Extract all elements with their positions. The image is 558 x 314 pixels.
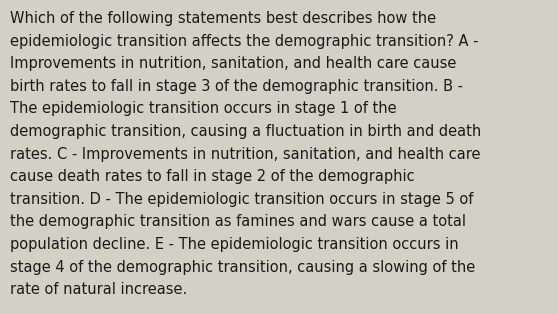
Text: demographic transition, causing a fluctuation in birth and death: demographic transition, causing a fluctu… (10, 124, 482, 139)
Text: transition. D - The epidemiologic transition occurs in stage 5 of: transition. D - The epidemiologic transi… (10, 192, 473, 207)
Text: stage 4 of the demographic transition, causing a slowing of the: stage 4 of the demographic transition, c… (10, 260, 475, 275)
Text: cause death rates to fall in stage 2 of the demographic: cause death rates to fall in stage 2 of … (10, 169, 415, 184)
Text: Improvements in nutrition, sanitation, and health care cause: Improvements in nutrition, sanitation, a… (10, 56, 456, 71)
Text: Which of the following statements best describes how the: Which of the following statements best d… (10, 11, 436, 26)
Text: rates. C - Improvements in nutrition, sanitation, and health care: rates. C - Improvements in nutrition, sa… (10, 147, 480, 162)
Text: birth rates to fall in stage 3 of the demographic transition. B -: birth rates to fall in stage 3 of the de… (10, 79, 463, 94)
Text: the demographic transition as famines and wars cause a total: the demographic transition as famines an… (10, 214, 466, 230)
Text: population decline. E - The epidemiologic transition occurs in: population decline. E - The epidemiologi… (10, 237, 459, 252)
Text: epidemiologic transition affects the demographic transition? A -: epidemiologic transition affects the dem… (10, 34, 479, 49)
Text: rate of natural increase.: rate of natural increase. (10, 282, 187, 297)
Text: The epidemiologic transition occurs in stage 1 of the: The epidemiologic transition occurs in s… (10, 101, 397, 116)
